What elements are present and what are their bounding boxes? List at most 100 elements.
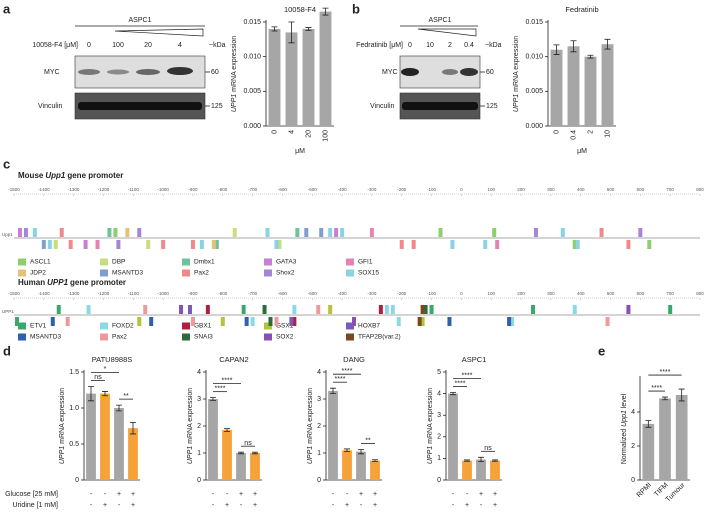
binding-site bbox=[328, 305, 333, 314]
x-tick-label: 0.4 bbox=[570, 130, 577, 140]
bar bbox=[370, 460, 380, 480]
binding-site bbox=[420, 317, 425, 326]
legend-swatch bbox=[264, 322, 272, 330]
binding-site bbox=[187, 305, 192, 314]
y-tick-label: 4 bbox=[631, 409, 635, 416]
binding-site bbox=[572, 305, 577, 314]
chart-title: DANG bbox=[343, 355, 365, 364]
binding-site bbox=[143, 305, 148, 314]
condition-sign: - bbox=[90, 491, 93, 498]
chart-title: ASPC1 bbox=[462, 355, 487, 364]
panel-label: c bbox=[3, 156, 10, 171]
error-bar bbox=[130, 422, 136, 435]
condition-sign: - bbox=[480, 502, 483, 509]
binding-site bbox=[447, 317, 452, 326]
bar bbox=[208, 399, 218, 480]
x-tick-label: -300 bbox=[367, 187, 377, 192]
x-tick-label: 600 bbox=[637, 187, 645, 192]
error-bar bbox=[210, 397, 216, 401]
x-tick-label: -200 bbox=[397, 291, 407, 296]
legend-swatch bbox=[182, 258, 190, 266]
x-tick-label: -500 bbox=[308, 291, 318, 296]
binding-site bbox=[190, 240, 195, 249]
error-bar bbox=[322, 7, 329, 16]
y-tick-label: 2 bbox=[197, 423, 201, 430]
binding-site bbox=[495, 240, 500, 249]
lane-label: 100 bbox=[112, 42, 124, 49]
binding-site bbox=[241, 305, 246, 314]
significance-label: **** bbox=[335, 376, 346, 383]
binding-site bbox=[510, 317, 515, 326]
x-tick-label: 20 bbox=[305, 130, 312, 138]
x-tick-label: -1200 bbox=[98, 187, 110, 192]
x-tick-label: -800 bbox=[218, 187, 228, 192]
chart-title: PATU8988S bbox=[92, 355, 133, 364]
condition-sign: + bbox=[345, 502, 349, 509]
kda-marker: 125 bbox=[486, 103, 498, 110]
bar bbox=[356, 451, 366, 480]
binding-site bbox=[113, 228, 118, 237]
condition-sign: - bbox=[452, 502, 455, 509]
lane-label: 0.4 bbox=[464, 42, 474, 49]
chart-title: CAPAN2 bbox=[219, 355, 248, 364]
bar bbox=[567, 46, 580, 127]
condition-sign: + bbox=[359, 491, 363, 498]
legend-label: Shox2 bbox=[276, 270, 295, 277]
y-tick-label: 0 bbox=[631, 477, 635, 484]
x-tick-label: -600 bbox=[278, 187, 288, 192]
significance-label: ns bbox=[484, 445, 492, 452]
binding-site bbox=[423, 305, 428, 314]
binding-site bbox=[378, 305, 383, 314]
legend-label: GATA3 bbox=[276, 259, 297, 266]
binding-site bbox=[668, 305, 673, 314]
binding-site bbox=[250, 317, 255, 326]
error-bar bbox=[604, 38, 611, 50]
binding-site bbox=[32, 228, 37, 237]
bar bbox=[448, 393, 458, 480]
bar bbox=[550, 49, 563, 126]
condition-sign: - bbox=[332, 502, 335, 509]
condition-sign: + bbox=[373, 491, 377, 498]
error-bar bbox=[358, 449, 364, 455]
x-tick-label: -900 bbox=[188, 291, 198, 296]
panel-label: e bbox=[598, 343, 605, 358]
legend-label: JDP2 bbox=[30, 270, 46, 277]
binding-site bbox=[292, 305, 297, 314]
binding-site bbox=[429, 305, 434, 314]
text-part: mRNA expression bbox=[427, 388, 434, 444]
binding-site bbox=[137, 228, 142, 237]
bar bbox=[476, 459, 486, 480]
x-tick-label: -700 bbox=[248, 291, 258, 296]
x-tick-label: 0 bbox=[460, 291, 463, 296]
binding-site bbox=[289, 317, 294, 326]
binding-site bbox=[390, 305, 395, 314]
binding-site bbox=[411, 240, 416, 249]
text-part: mRNA expression bbox=[187, 388, 194, 444]
binding-site bbox=[334, 228, 339, 237]
error-bar bbox=[224, 428, 230, 432]
band bbox=[460, 68, 478, 76]
condition-sign: - bbox=[104, 491, 107, 498]
panel-label: a bbox=[3, 1, 11, 16]
binding-site bbox=[399, 240, 404, 249]
binding-site bbox=[304, 228, 309, 237]
text-part: Normalized bbox=[621, 429, 628, 465]
x-tick-label: -1400 bbox=[38, 291, 50, 296]
legend-label: ETV1 bbox=[30, 323, 47, 330]
text-part: UPP1 bbox=[513, 94, 520, 112]
x-axis-label: μM bbox=[295, 148, 305, 155]
significance-label: **** bbox=[215, 385, 226, 392]
binding-site bbox=[450, 240, 455, 249]
kda-label: ~kDa bbox=[209, 42, 226, 49]
binding-site bbox=[560, 228, 565, 237]
x-tick-label: 700 bbox=[666, 291, 674, 296]
binding-site bbox=[50, 317, 55, 326]
x-tick-label: -1000 bbox=[157, 187, 169, 192]
legend-swatch bbox=[346, 322, 354, 330]
binding-site bbox=[137, 317, 142, 326]
western-blot: ASPC1 10058-F4 [μM] 0 100 20 4 ~kDa MYC … bbox=[32, 17, 226, 120]
error-bar bbox=[678, 388, 685, 402]
error-bar bbox=[464, 459, 470, 462]
promoter-title: Human UPP1 gene promoter bbox=[18, 278, 126, 287]
